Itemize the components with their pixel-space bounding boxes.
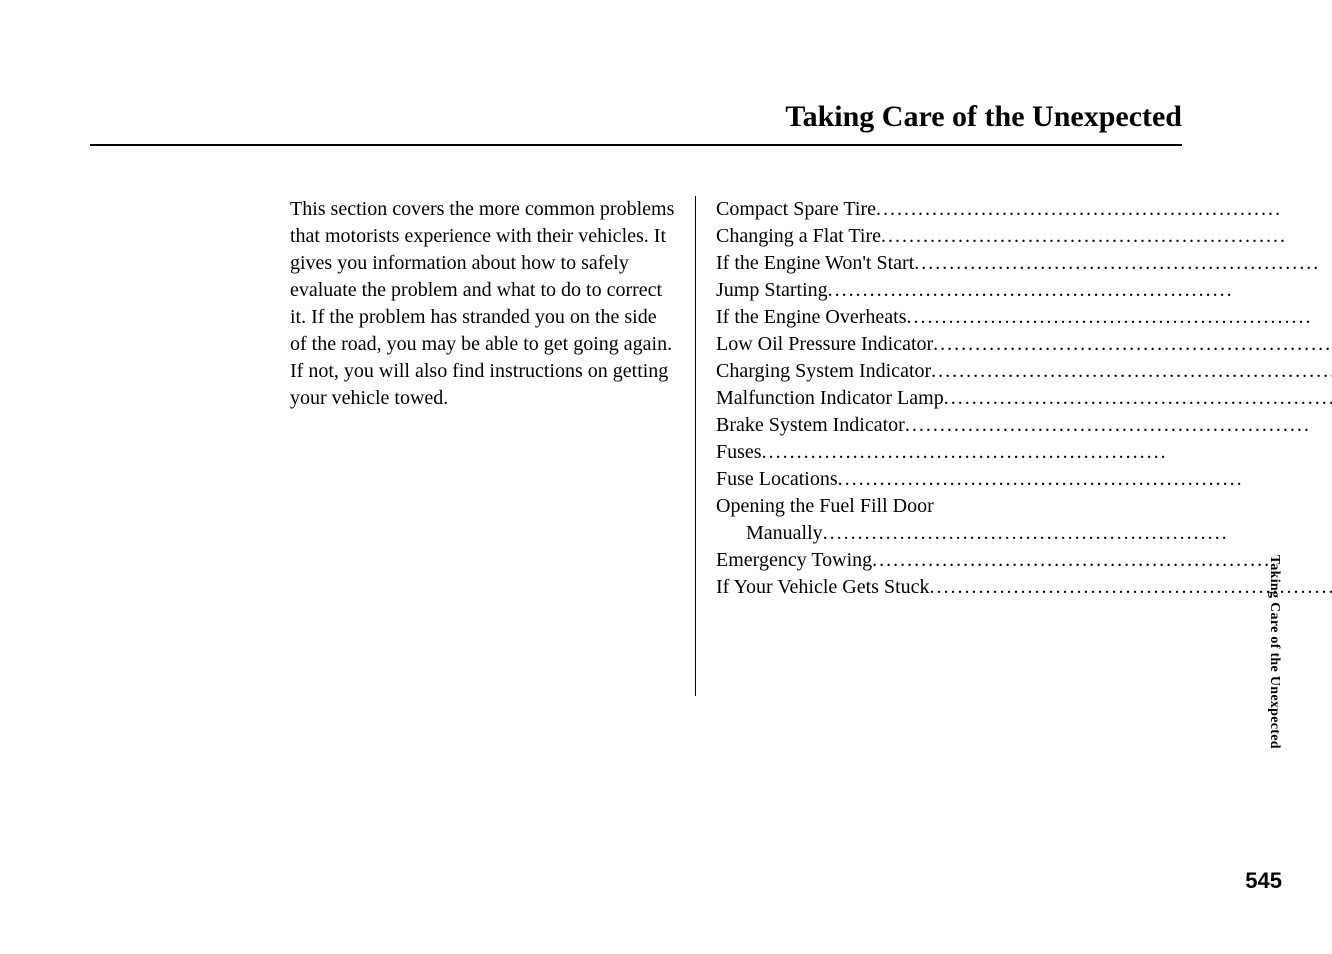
toc-label: Fuse Locations	[716, 466, 838, 493]
toc-item: If the Engine Won't Start553	[716, 250, 1332, 277]
title-divider	[90, 144, 1182, 146]
toc-dots	[906, 304, 1332, 331]
toc-item: Brake System Indicator560	[716, 412, 1332, 439]
toc-item: Emergency Towing568	[716, 547, 1332, 574]
toc-dots	[905, 412, 1332, 439]
toc-list: Compact Spare Tire546Changing a Flat Tir…	[716, 196, 1332, 601]
toc-dots	[823, 520, 1332, 547]
toc-dots	[762, 439, 1332, 466]
toc-label: Emergency Towing	[716, 547, 872, 574]
toc-label: Compact Spare Tire	[716, 196, 876, 223]
toc-label: Fuses	[716, 439, 762, 466]
toc-label: If Your Vehicle Gets Stuck	[716, 574, 930, 601]
toc-label: Opening the Fuel Fill Door	[716, 493, 934, 520]
page-title: Taking Care of the Unexpected	[90, 100, 1242, 134]
toc-item: Fuse Locations565	[716, 466, 1332, 493]
intro-text: This section covers the more common prob…	[290, 196, 675, 412]
page-container: Taking Care of the Unexpected This secti…	[0, 0, 1332, 954]
toc-dots	[876, 196, 1332, 223]
toc-item: Jump Starting554	[716, 277, 1332, 304]
toc-item: If the Engine Overheats556	[716, 304, 1332, 331]
toc-label: Changing a Flat Tire	[716, 223, 881, 250]
toc-item: Compact Spare Tire546	[716, 196, 1332, 223]
toc-dots	[931, 358, 1332, 385]
toc-label: Malfunction Indicator Lamp	[716, 385, 944, 412]
toc-label: Brake System Indicator	[716, 412, 905, 439]
toc-item: Opening the Fuel Fill Door	[716, 493, 1332, 520]
toc-dots	[914, 250, 1332, 277]
toc-item: Fuses561	[716, 439, 1332, 466]
toc-dots	[828, 277, 1332, 304]
toc-label: Jump Starting	[716, 277, 828, 304]
toc-column: Compact Spare Tire546Changing a Flat Tir…	[696, 196, 1332, 696]
page-number: 545	[1245, 868, 1282, 894]
toc-item: Charging System Indicator558	[716, 358, 1332, 385]
toc-item: Malfunction Indicator Lamp559	[716, 385, 1332, 412]
side-tab: Taking Care of the Unexpected	[1266, 555, 1282, 749]
toc-item: Low Oil Pressure Indicator558	[716, 331, 1332, 358]
toc-label: Low Oil Pressure Indicator	[716, 331, 933, 358]
toc-dots	[944, 385, 1332, 412]
toc-label: If the Engine Overheats	[716, 304, 906, 331]
toc-dots	[881, 223, 1332, 250]
toc-item: Changing a Flat Tire547	[716, 223, 1332, 250]
toc-label: Charging System Indicator	[716, 358, 931, 385]
toc-dots	[838, 466, 1332, 493]
toc-dots	[872, 547, 1332, 574]
toc-dots	[933, 331, 1332, 358]
intro-column: This section covers the more common prob…	[290, 196, 696, 696]
toc-label: If the Engine Won't Start	[716, 250, 914, 277]
toc-item: Manually568	[716, 520, 1332, 547]
toc-item: If Your Vehicle Gets Stuck569	[716, 574, 1332, 601]
toc-label: Manually	[716, 520, 823, 547]
content-area: This section covers the more common prob…	[90, 196, 1242, 696]
